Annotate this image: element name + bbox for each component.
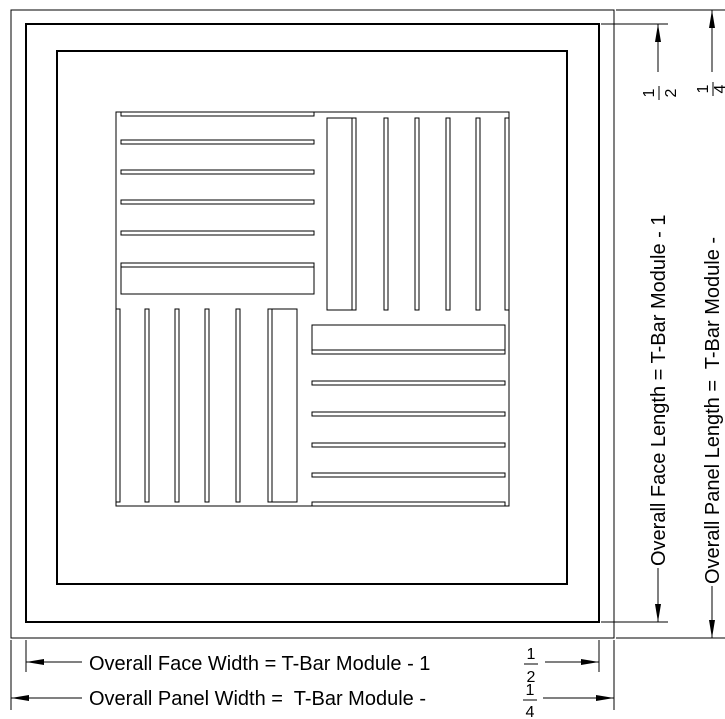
arrowhead [581, 659, 599, 665]
blade [311, 411, 506, 417]
panel-width-numerator: 1 [526, 682, 535, 699]
blade [445, 117, 451, 311]
blade [504, 117, 510, 311]
panel-width-label: Overall Panel Width = T-Bar Module - [89, 688, 426, 710]
end-blade [271, 308, 298, 503]
panel-length-label: Overall Panel Length = T-Bar Module - [702, 237, 724, 584]
panel-width-dimension: Overall Panel Width = T-Bar Module - 1 4 [11, 682, 614, 719]
blade [120, 139, 315, 145]
quadrant-bottom-left [115, 308, 298, 503]
blade [204, 308, 210, 503]
quadrant-top-right [326, 117, 510, 311]
blade [120, 111, 315, 117]
blade [311, 472, 506, 478]
blade [235, 308, 241, 503]
overall-panel-outline [10, 9, 615, 639]
arrowhead [11, 695, 29, 701]
blade [383, 117, 389, 311]
arrowhead [709, 620, 715, 638]
end-blade [311, 324, 506, 351]
quadrant-top-left [120, 111, 315, 295]
blade [311, 380, 506, 386]
blade [414, 117, 420, 311]
face-length-label: Overall Face Length = T-Bar Module - 1 [648, 215, 670, 566]
blade [115, 308, 121, 503]
end-blade [326, 117, 353, 311]
arrowhead [655, 604, 661, 622]
blade [120, 169, 315, 175]
panel-length-numerator: 1 [695, 84, 712, 93]
blade [475, 117, 481, 311]
face-width-denominator: 2 [527, 669, 536, 686]
blade [120, 262, 315, 268]
overall-face-outline [25, 23, 600, 623]
face-length-numerator: 1 [641, 88, 658, 97]
end-blade [120, 266, 315, 295]
blade [311, 349, 506, 355]
blade [311, 501, 506, 507]
arrowhead [655, 24, 661, 42]
face-width-numerator: 1 [527, 646, 536, 663]
blade [120, 199, 315, 205]
inner-frame-outline [56, 50, 568, 585]
blade [174, 308, 180, 503]
face-width-label: Overall Face Width = T-Bar Module - 1 [89, 653, 430, 675]
quadrant-bottom-right [311, 324, 506, 507]
panel-width-denominator: 4 [526, 704, 535, 719]
panel-length-denominator: 4 [712, 84, 725, 93]
blade [351, 117, 357, 311]
arrowhead [26, 659, 44, 665]
blade [144, 308, 150, 503]
arrowhead [709, 10, 715, 28]
extension-lines [10, 9, 725, 710]
blade [311, 442, 506, 448]
face-length-dimension: Overall Face Length = T-Bar Module - 1 1… [641, 24, 680, 622]
face-length-denominator: 2 [663, 88, 680, 97]
arrowhead [596, 695, 614, 701]
panel-length-dimension: Overall Panel Length = T-Bar Module - 1 … [695, 10, 725, 638]
face-width-dimension: Overall Face Width = T-Bar Module - 1 1 … [26, 646, 599, 686]
blade [267, 308, 273, 503]
blade [120, 230, 315, 236]
